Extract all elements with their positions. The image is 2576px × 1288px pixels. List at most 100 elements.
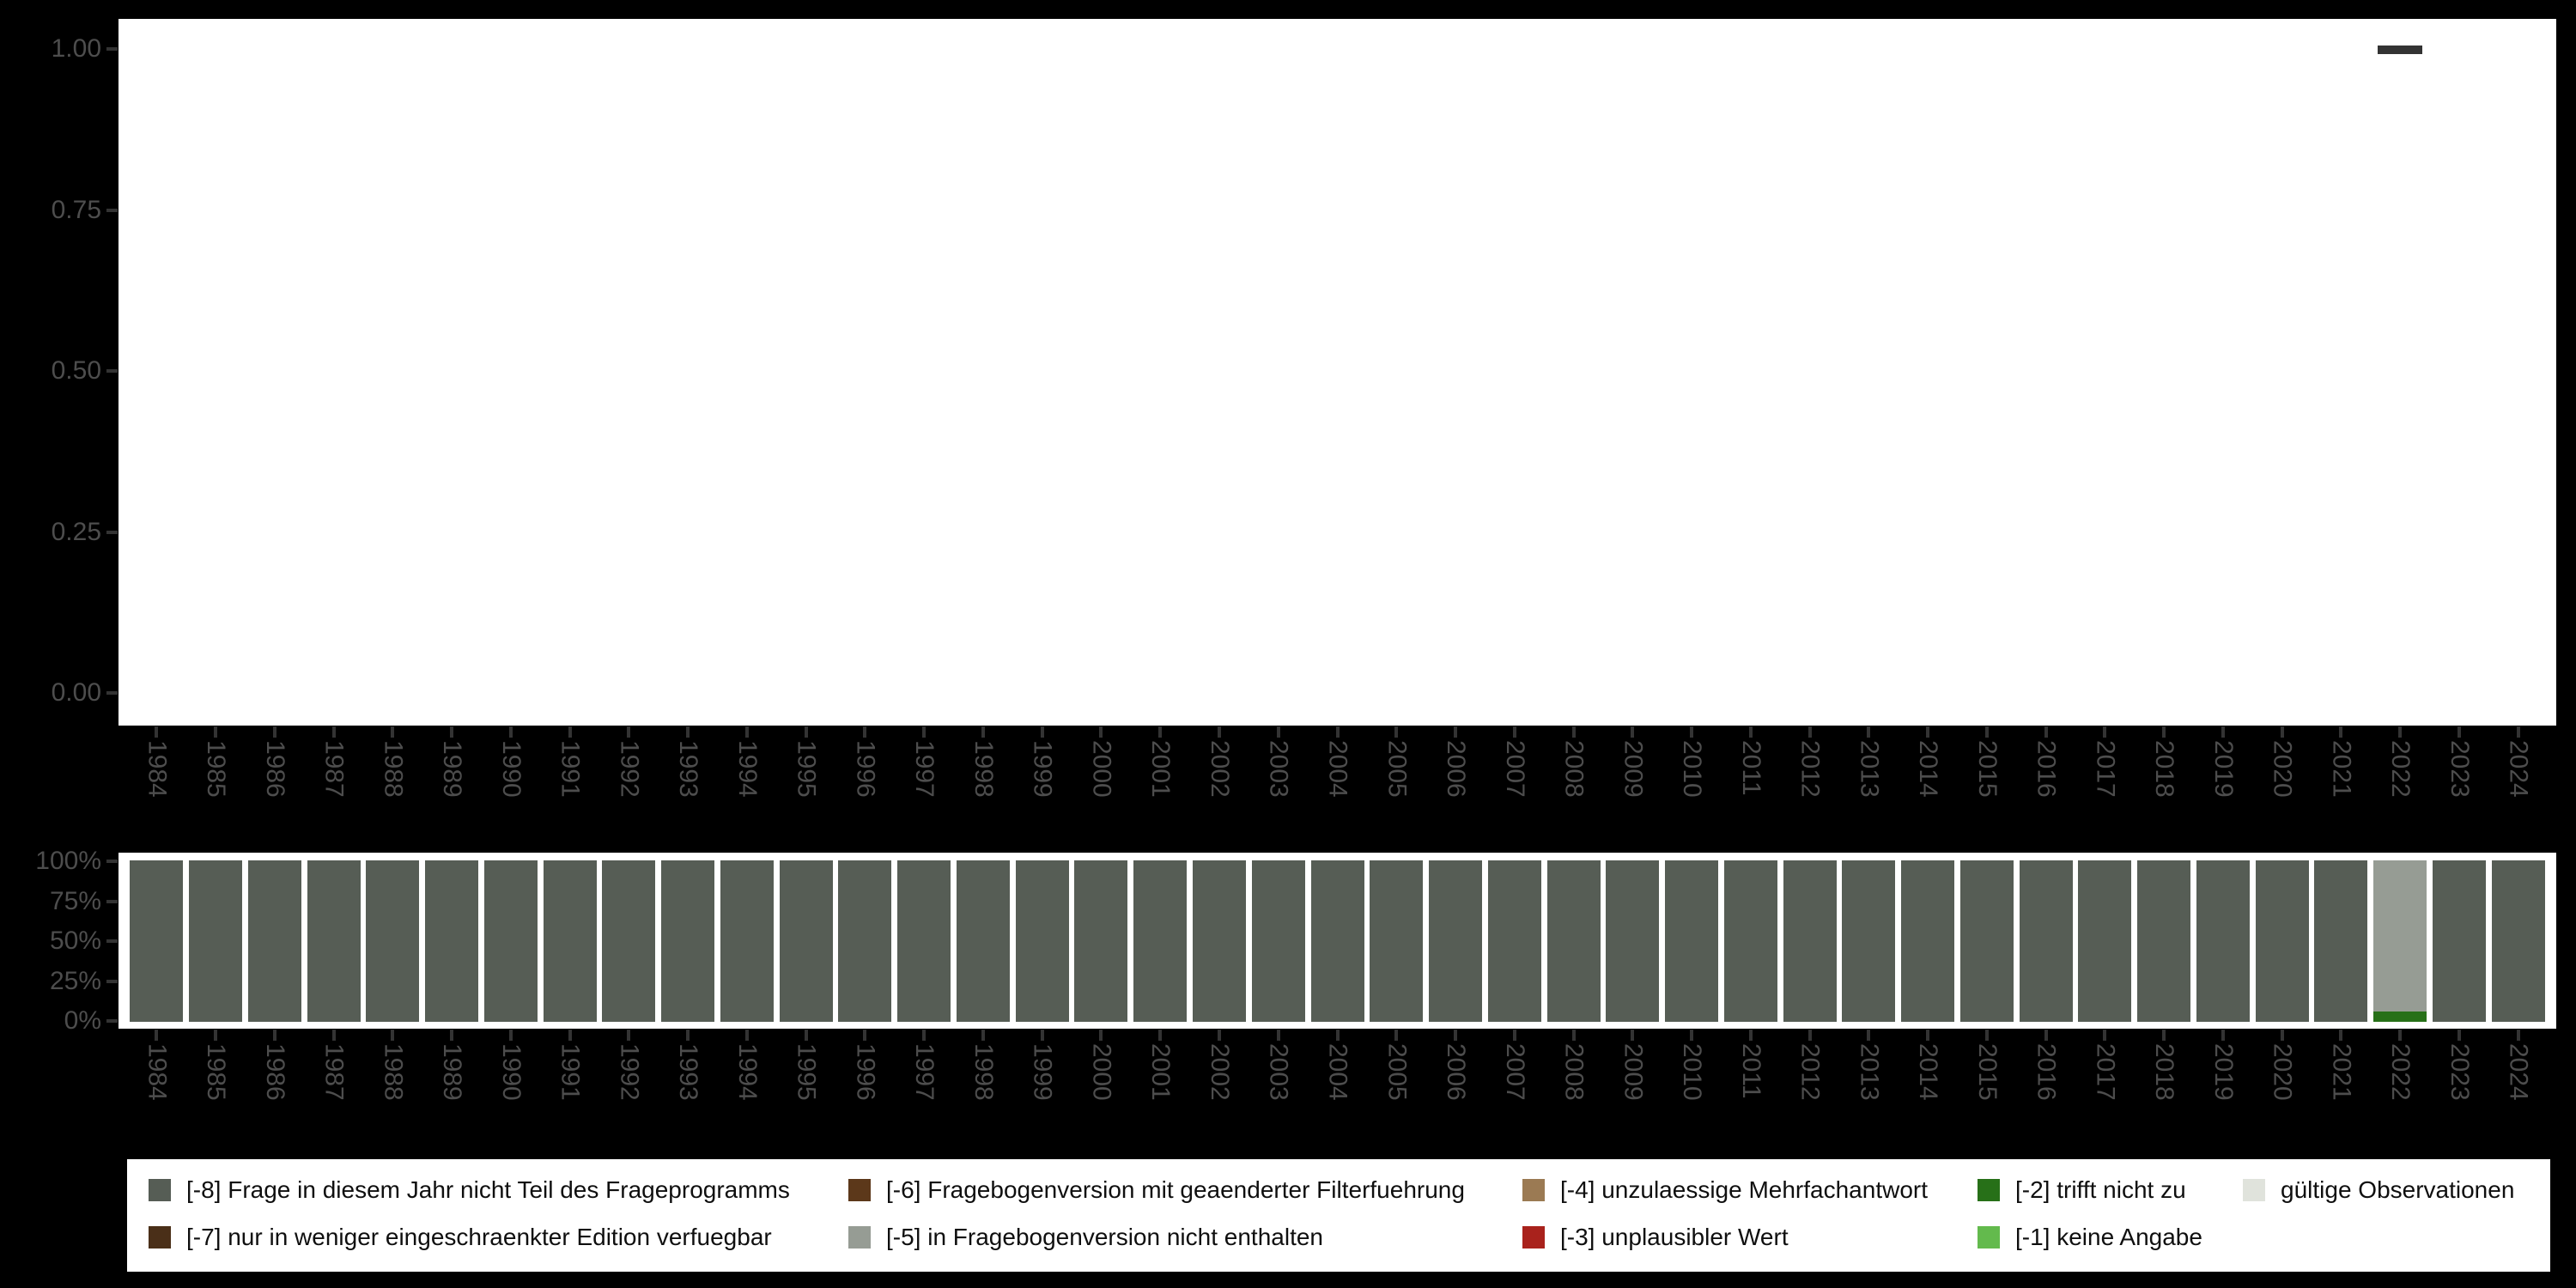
y-axis-label: 0.25: [51, 517, 101, 546]
x-axis-tick: [391, 1030, 395, 1041]
x-axis-label-year: 1990: [496, 1043, 526, 1101]
x-axis-tick: [1807, 1030, 1812, 1041]
legend-swatch: [1522, 1226, 1545, 1249]
legend-label: [-3] unplausibler Wert: [1560, 1224, 1789, 1250]
x-axis-label-year: 2002: [1205, 740, 1234, 798]
x-axis-tick: [1335, 1030, 1340, 1041]
x-axis-label-year: 2001: [1146, 1043, 1176, 1101]
x-axis-label-year: 1991: [556, 740, 585, 798]
x-axis-tick: [744, 726, 749, 738]
x-axis-tick: [2280, 1030, 2284, 1041]
y-axis-tick: [106, 208, 118, 212]
x-axis-tick: [272, 726, 276, 738]
bar-segment-2012: [1783, 860, 1837, 1022]
x-axis-label-year: 1988: [379, 740, 408, 798]
x-axis-label-year: 2006: [1442, 1043, 1470, 1101]
x-axis-tick: [1984, 726, 1989, 738]
bar-segment-1998: [956, 860, 1010, 1022]
x-axis-label-year: 2006: [1442, 740, 1470, 798]
y-axis-tick: [106, 369, 118, 373]
x-axis-label-year: 2007: [1500, 740, 1529, 798]
x-axis-label-year: 1985: [202, 1043, 231, 1101]
x-axis-label-year: 2024: [2504, 1043, 2533, 1101]
bar-segment-1996: [838, 860, 892, 1022]
x-axis-tick: [331, 726, 336, 738]
bar-segment-2017: [2078, 860, 2132, 1022]
x-axis-label-year: 2010: [1678, 1043, 1707, 1101]
x-axis-label-year: 2011: [1736, 740, 1765, 796]
bar-segment-1989: [425, 860, 479, 1022]
bar-segment-2003: [1251, 860, 1305, 1022]
bar-segment-2001: [1133, 860, 1188, 1022]
bar-segment-1995: [779, 860, 833, 1022]
x-axis-tick: [686, 726, 690, 738]
x-axis-label-year: 2015: [1972, 740, 2002, 798]
x-axis-tick: [1454, 1030, 1457, 1041]
y-axis-tick: [106, 47, 118, 51]
x-axis-tick: [1040, 726, 1044, 738]
y-axis-label: 0.75: [51, 195, 101, 224]
y-axis-label: 75%: [49, 886, 101, 915]
legend-swatch: [1522, 1179, 1545, 1201]
x-axis-label-year: 2022: [2386, 740, 2415, 798]
x-axis-label-year: 2002: [1205, 1043, 1234, 1101]
x-axis-tick: [1454, 726, 1457, 738]
x-axis-label-year: 2018: [2150, 1043, 2179, 1101]
x-axis-label-year: 1996: [851, 740, 880, 798]
x-axis-tick: [1394, 1030, 1399, 1041]
x-axis-label-year: 1999: [1028, 1043, 1057, 1101]
x-axis-tick: [1926, 726, 1930, 738]
x-axis-tick: [2339, 726, 2343, 738]
legend-label: [-2] trifft nicht zu: [2015, 1176, 2186, 1203]
x-axis-tick: [272, 1030, 276, 1041]
x-axis-label-year: 1998: [969, 740, 998, 798]
x-axis-label-year: 2008: [1559, 1043, 1589, 1101]
x-axis-tick: [1276, 726, 1280, 738]
y-axis-tick: [106, 860, 118, 863]
y-axis-label: 0%: [64, 1006, 101, 1035]
x-axis-label-year: 2004: [1323, 1043, 1352, 1101]
x-axis-label-year: 1998: [969, 1043, 998, 1101]
legend-label: gültige Observationen: [2281, 1176, 2515, 1203]
x-axis-tick: [2516, 726, 2520, 738]
x-axis-tick: [2044, 1030, 2048, 1041]
x-axis-label-year: 1997: [910, 1043, 939, 1101]
x-axis-label-year: 1984: [143, 1043, 172, 1101]
x-axis-label-year: 2018: [2150, 740, 2179, 798]
x-axis-tick: [922, 726, 927, 738]
x-axis-tick: [686, 1030, 690, 1041]
bar-segment-2013: [1842, 860, 1896, 1022]
bar-segment-1986: [247, 860, 301, 1022]
y-axis-tick: [106, 979, 118, 983]
x-axis-label-year: 1986: [260, 1043, 289, 1101]
x-axis-label-year: 2020: [2268, 740, 2297, 798]
x-axis-tick: [804, 1030, 808, 1041]
bar-segment-1987: [307, 860, 361, 1022]
legend-label: [-8] Frage in diesem Jahr nicht Teil des…: [186, 1176, 790, 1203]
x-axis-tick: [2044, 726, 2048, 738]
x-axis-label-year: 1991: [556, 1043, 585, 1101]
legend-swatch: [1978, 1179, 2000, 1201]
x-axis-tick: [1631, 1030, 1635, 1041]
x-axis-label-year: 1984: [143, 740, 172, 798]
y-axis-tick: [106, 939, 118, 943]
x-axis-label-year: 2016: [2032, 1043, 2061, 1101]
x-axis-label-year: 2019: [2208, 1043, 2238, 1101]
x-axis-tick: [1512, 726, 1516, 738]
x-axis-tick: [863, 726, 867, 738]
x-axis-label-year: 1993: [674, 1043, 703, 1101]
x-axis-tick: [2280, 726, 2284, 738]
legend-swatch: [848, 1226, 871, 1249]
x-axis-label-year: 2004: [1323, 740, 1352, 798]
x-axis-tick: [1571, 1030, 1576, 1041]
x-axis-tick: [2221, 726, 2225, 738]
legend: [-8] Frage in diesem Jahr nicht Teil des…: [127, 1159, 2550, 1272]
x-axis-tick: [155, 1030, 159, 1041]
x-axis-label-year: 1988: [379, 1043, 408, 1101]
x-axis-tick: [331, 1030, 336, 1041]
x-axis-label-year: 2001: [1146, 740, 1176, 798]
x-axis-label-year: 1985: [202, 740, 231, 798]
x-axis-tick: [1571, 726, 1576, 738]
x-axis-label-year: 2003: [1264, 1043, 1293, 1101]
bar-segment-2010: [1665, 860, 1719, 1022]
